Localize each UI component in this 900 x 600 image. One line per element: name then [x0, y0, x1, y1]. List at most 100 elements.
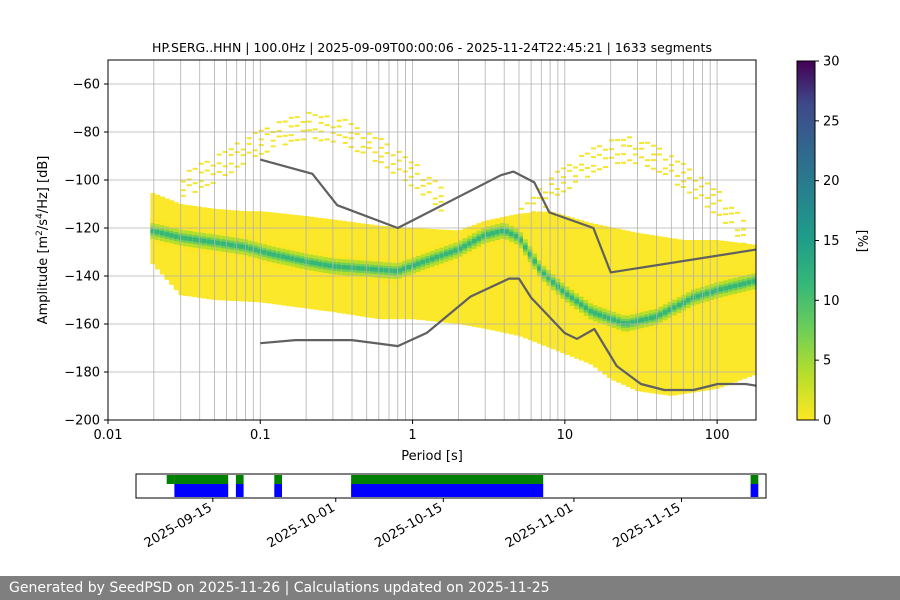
arc-left-cell — [390, 163, 396, 165]
arc-left-cell — [432, 180, 438, 183]
arc-left-cell — [246, 142, 252, 145]
psd-column — [709, 240, 715, 390]
psd-density-band — [555, 284, 561, 289]
psd-density-band — [574, 299, 580, 304]
colorbar-gradient — [796, 60, 816, 421]
psd-density-band — [620, 321, 627, 326]
arc-right-cell — [645, 164, 650, 167]
psd-density-band — [504, 229, 510, 234]
date-tick-label: 2025-09-15 — [142, 500, 215, 551]
psd-density-band — [239, 244, 245, 249]
arc-right-cell — [705, 196, 710, 199]
arc-right-cell — [609, 148, 614, 151]
arc-right-cell — [639, 156, 644, 159]
psd-density-band — [248, 246, 254, 251]
arc-right-cell — [621, 161, 626, 164]
arc-right-cell — [687, 191, 692, 194]
psd-column — [429, 229, 436, 322]
arc-left-cell — [342, 136, 348, 139]
arc-left-cell — [264, 127, 270, 130]
psd-density-band — [495, 229, 501, 235]
psd-column — [625, 230, 631, 387]
arc-left-cell — [216, 171, 222, 173]
arc-right-cell — [687, 168, 692, 171]
psd-density-band — [406, 265, 412, 270]
psd-density-band — [304, 259, 310, 264]
colorbar-tick-label: 0 — [823, 414, 831, 429]
psd-density-band — [360, 266, 366, 271]
arc-right-cell — [699, 176, 704, 179]
psd-density-band — [509, 231, 515, 237]
arc-left-cell — [336, 119, 342, 122]
arc-right-cell — [567, 169, 572, 172]
psd-density-band — [192, 237, 198, 242]
psd-density-band — [276, 253, 282, 258]
arc-left-cell — [300, 129, 306, 132]
arc-right-cell — [693, 179, 698, 182]
y-tick-label: −120 — [64, 222, 100, 237]
psd-column — [485, 220, 491, 330]
chart-title: HP.SERG..HHN | 100.0Hz | 2025-09-09T00:0… — [152, 40, 712, 55]
colorbar-tick-label: 25 — [823, 114, 840, 129]
arc-left-cell — [204, 160, 210, 163]
arc-left-cell — [354, 150, 360, 153]
psd-density-band — [644, 316, 650, 322]
arc-right-cell — [561, 176, 566, 179]
psd-column — [737, 242, 743, 381]
arc-right-cell — [717, 213, 722, 216]
arc-left-cell — [378, 161, 384, 164]
y-tick-label: −80 — [73, 126, 100, 141]
psd-density-band — [318, 262, 324, 267]
arc-left-cell — [306, 111, 312, 114]
arc-left-cell — [180, 194, 186, 197]
psd-column — [453, 230, 459, 324]
arc-left-cell — [294, 124, 300, 127]
psd-density-band — [606, 316, 613, 321]
arc-right-cell — [621, 138, 626, 141]
psd-coverage-span — [174, 475, 229, 484]
arc-left-cell — [270, 139, 276, 142]
psd-column — [448, 230, 454, 324]
arc-right-cell — [519, 207, 524, 210]
psd-density-band — [383, 268, 389, 273]
psd-density-band — [313, 261, 319, 266]
arc-right-cell — [639, 147, 644, 150]
psd-column — [481, 221, 487, 329]
plot-grid — [107, 60, 756, 421]
arc-right-cell — [597, 168, 602, 171]
arc-left-cell — [264, 133, 270, 136]
arc-right-cell — [741, 228, 746, 231]
psd-density-band — [169, 233, 175, 238]
arc-right-cell — [579, 163, 584, 166]
date-tick-label: 2025-11-01 — [503, 500, 576, 551]
arc-left-cell — [396, 150, 402, 153]
psd-density-band — [597, 312, 603, 318]
psd-density-band — [355, 266, 361, 271]
psd-density-band — [718, 287, 724, 292]
arc-right-cell — [663, 167, 668, 170]
psd-density-band — [280, 254, 287, 259]
psd-density-band — [695, 294, 701, 299]
arc-right-cell — [621, 153, 626, 156]
arc-right-cell — [537, 197, 542, 199]
arc-right-cell — [519, 216, 524, 219]
x-axis-ticks: 0.01 0.1 1 10 100 — [94, 420, 730, 443]
arc-left-cell — [276, 135, 282, 138]
arc-left-cell — [414, 164, 420, 167]
psd-column — [499, 217, 505, 333]
psd-column — [742, 243, 748, 379]
psd-density-band — [164, 232, 170, 237]
arc-left-cell — [204, 183, 210, 186]
arc-left-cell — [378, 155, 384, 158]
arc-left-cell — [258, 129, 264, 132]
psd-density-band — [602, 314, 608, 319]
arc-right-cell — [663, 158, 668, 161]
arc-right-cell — [543, 191, 548, 194]
psd-density-band — [294, 257, 300, 262]
psd-density-band — [658, 312, 664, 317]
psd-density-band — [434, 255, 440, 260]
new-high-noise-model — [260, 158, 757, 274]
psd-density-band — [271, 252, 277, 257]
arc-right-cell — [627, 145, 632, 147]
psd-column — [593, 224, 599, 368]
